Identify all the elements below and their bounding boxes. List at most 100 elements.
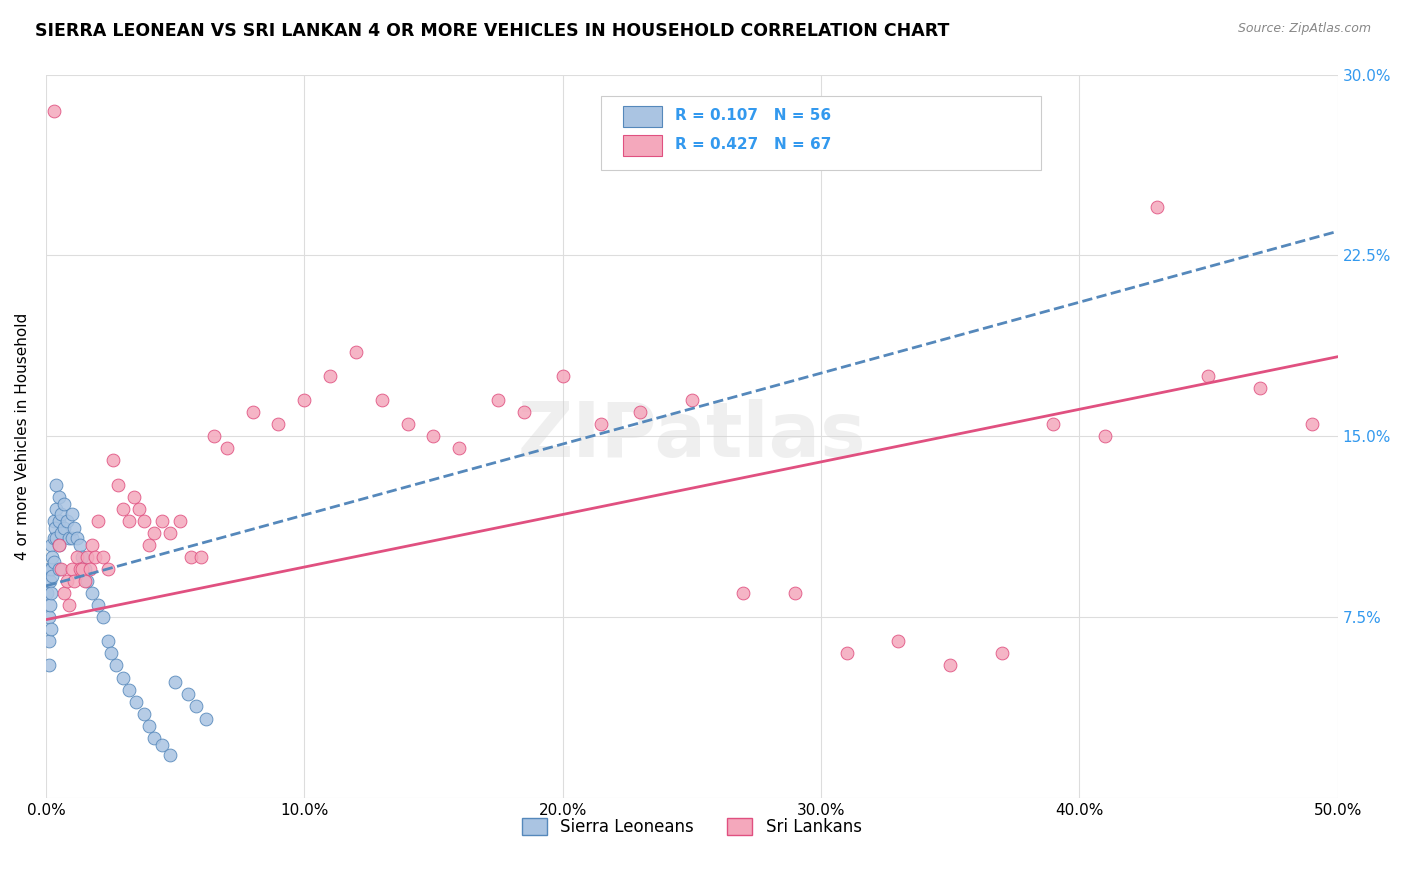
Point — [39, 622, 62, 636]
Point — [39, 538, 62, 552]
Point — [1198, 369, 1220, 384]
Point — [69, 538, 91, 552]
Point — [202, 429, 225, 443]
Point — [138, 719, 160, 733]
Point — [91, 549, 114, 564]
Point — [76, 549, 98, 564]
Point — [150, 738, 173, 752]
Point — [69, 562, 91, 576]
Point — [1094, 429, 1116, 443]
Point — [100, 647, 122, 661]
Point — [70, 549, 93, 564]
FancyBboxPatch shape — [623, 135, 662, 156]
Point — [125, 695, 148, 709]
Point — [267, 417, 290, 432]
Point — [66, 531, 89, 545]
Point — [97, 562, 120, 576]
Y-axis label: 4 or more Vehicles in Household: 4 or more Vehicles in Household — [15, 313, 30, 560]
Point — [396, 417, 419, 432]
Point — [134, 514, 156, 528]
Point — [486, 393, 509, 408]
Point — [1403, 429, 1406, 443]
Point — [82, 586, 104, 600]
Point — [42, 555, 65, 569]
Point — [51, 562, 73, 576]
Text: R = 0.427   N = 67: R = 0.427 N = 67 — [675, 137, 831, 153]
Point — [215, 442, 238, 456]
Point — [117, 514, 139, 528]
Point — [38, 634, 60, 648]
Point — [887, 634, 910, 648]
Point — [38, 610, 60, 624]
Point — [681, 393, 703, 408]
Point — [48, 562, 70, 576]
Point — [42, 514, 65, 528]
Point — [38, 574, 60, 588]
Point — [150, 514, 173, 528]
Point — [242, 405, 264, 419]
Point — [107, 477, 129, 491]
Point — [63, 521, 86, 535]
Point — [86, 598, 108, 612]
Point — [319, 369, 342, 384]
Point — [177, 687, 200, 701]
Point — [184, 699, 207, 714]
Point — [45, 477, 67, 491]
Point — [84, 549, 107, 564]
Point — [39, 562, 62, 576]
Point — [551, 369, 574, 384]
Point — [51, 507, 73, 521]
Text: SIERRA LEONEAN VS SRI LANKAN 4 OR MORE VEHICLES IN HOUSEHOLD CORRELATION CHART: SIERRA LEONEAN VS SRI LANKAN 4 OR MORE V… — [35, 22, 949, 40]
Point — [58, 598, 80, 612]
Point — [38, 658, 60, 673]
Legend: Sierra Leoneans, Sri Lankans: Sierra Leoneans, Sri Lankans — [513, 809, 870, 844]
Point — [371, 393, 394, 408]
FancyBboxPatch shape — [623, 105, 662, 128]
Point — [344, 345, 367, 359]
Point — [38, 562, 60, 576]
Point — [58, 531, 80, 545]
Point — [76, 574, 98, 588]
Point — [44, 521, 66, 535]
Point — [104, 658, 127, 673]
Point — [48, 514, 70, 528]
Point — [82, 538, 104, 552]
Point — [51, 525, 73, 540]
Point — [73, 574, 96, 588]
Point — [513, 405, 536, 419]
Point — [169, 514, 191, 528]
Point — [195, 712, 218, 726]
Point — [591, 417, 613, 432]
Point — [45, 531, 67, 545]
Point — [180, 549, 202, 564]
Point — [41, 569, 63, 583]
Point — [165, 675, 187, 690]
Point — [112, 501, 135, 516]
Point — [143, 525, 166, 540]
Point — [60, 507, 83, 521]
Point — [91, 610, 114, 624]
Point — [128, 501, 150, 516]
Point — [63, 574, 86, 588]
Point — [70, 562, 93, 576]
Point — [117, 682, 139, 697]
FancyBboxPatch shape — [602, 96, 1040, 170]
Point — [991, 647, 1014, 661]
Point — [39, 586, 62, 600]
Point — [41, 549, 63, 564]
Point — [42, 103, 65, 118]
Point — [292, 393, 315, 408]
Point — [66, 549, 89, 564]
Point — [628, 405, 651, 419]
Text: Source: ZipAtlas.com: Source: ZipAtlas.com — [1237, 22, 1371, 36]
Point — [73, 562, 96, 576]
Point — [55, 574, 77, 588]
Point — [53, 586, 76, 600]
Point — [48, 490, 70, 504]
Point — [159, 525, 181, 540]
Point — [38, 598, 60, 612]
Point — [112, 671, 135, 685]
Point — [53, 521, 76, 535]
Point — [55, 514, 77, 528]
Point — [1353, 417, 1375, 432]
